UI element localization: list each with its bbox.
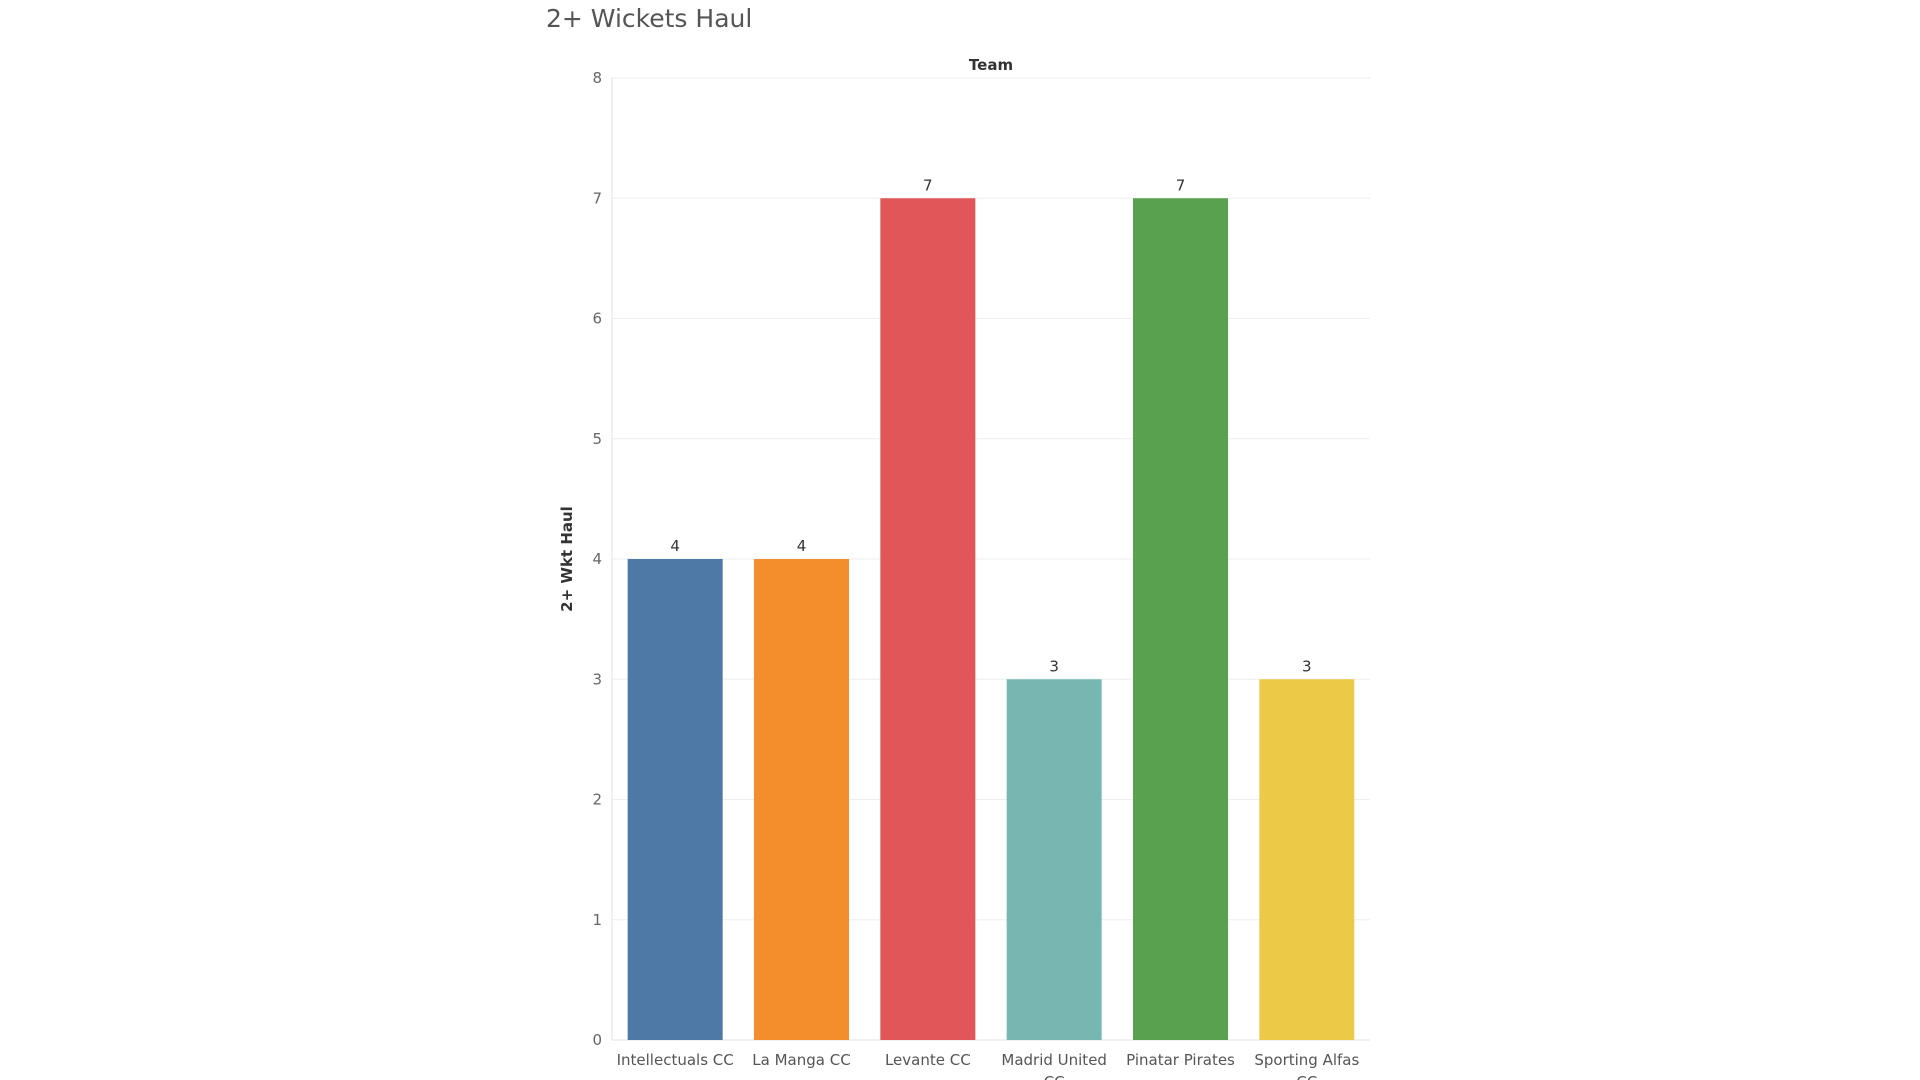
- x-category-label: Madrid UnitedCC: [1001, 1051, 1107, 1080]
- data-label: 3: [1049, 657, 1059, 675]
- data-label: 4: [670, 537, 680, 555]
- y-tick-label: 1: [592, 911, 602, 929]
- bar: [627, 559, 723, 1040]
- bar: [1006, 679, 1102, 1040]
- y-tick-label: 3: [592, 670, 602, 688]
- x-category-label: Intellectuals CC: [617, 1051, 734, 1069]
- bar: [1259, 679, 1355, 1040]
- data-label: 7: [1176, 176, 1186, 194]
- x-category-label: Levante CC: [885, 1051, 971, 1069]
- y-axis-title: 2+ Wkt Haul: [558, 506, 576, 612]
- y-tick-label: 8: [592, 69, 602, 87]
- y-tick-labels: 0 1 2 3 4 5 6 7 8: [592, 69, 602, 1049]
- data-label: 3: [1302, 657, 1312, 675]
- data-labels: 4 4 7 3 7 3: [670, 176, 1311, 675]
- x-category-label: La Manga CC: [752, 1051, 850, 1069]
- chart-title: 2+ Wickets Haul: [546, 4, 753, 33]
- grid-lines: [612, 77, 1370, 921]
- y-tick-label: 4: [592, 550, 602, 568]
- category-labels: Intellectuals CC La Manga CC Levante CC Mad…: [617, 1051, 1360, 1080]
- bars: [627, 198, 1355, 1040]
- data-label: 7: [923, 176, 933, 194]
- bar: [1133, 198, 1228, 1040]
- bar: [754, 559, 849, 1040]
- axes: [611, 78, 1370, 1041]
- y-tick-label: 0: [592, 1031, 602, 1049]
- bar: [880, 198, 976, 1040]
- data-label: 4: [797, 537, 807, 555]
- x-category-label: Pinatar Pirates: [1126, 1051, 1235, 1069]
- x-category-label: Sporting AlfasCC: [1254, 1051, 1359, 1080]
- y-tick-label: 5: [592, 430, 602, 448]
- y-tick-label: 2: [592, 791, 602, 809]
- y-tick-label: 7: [592, 189, 602, 207]
- column-header: Team: [969, 56, 1013, 74]
- y-tick-label: 6: [592, 310, 602, 328]
